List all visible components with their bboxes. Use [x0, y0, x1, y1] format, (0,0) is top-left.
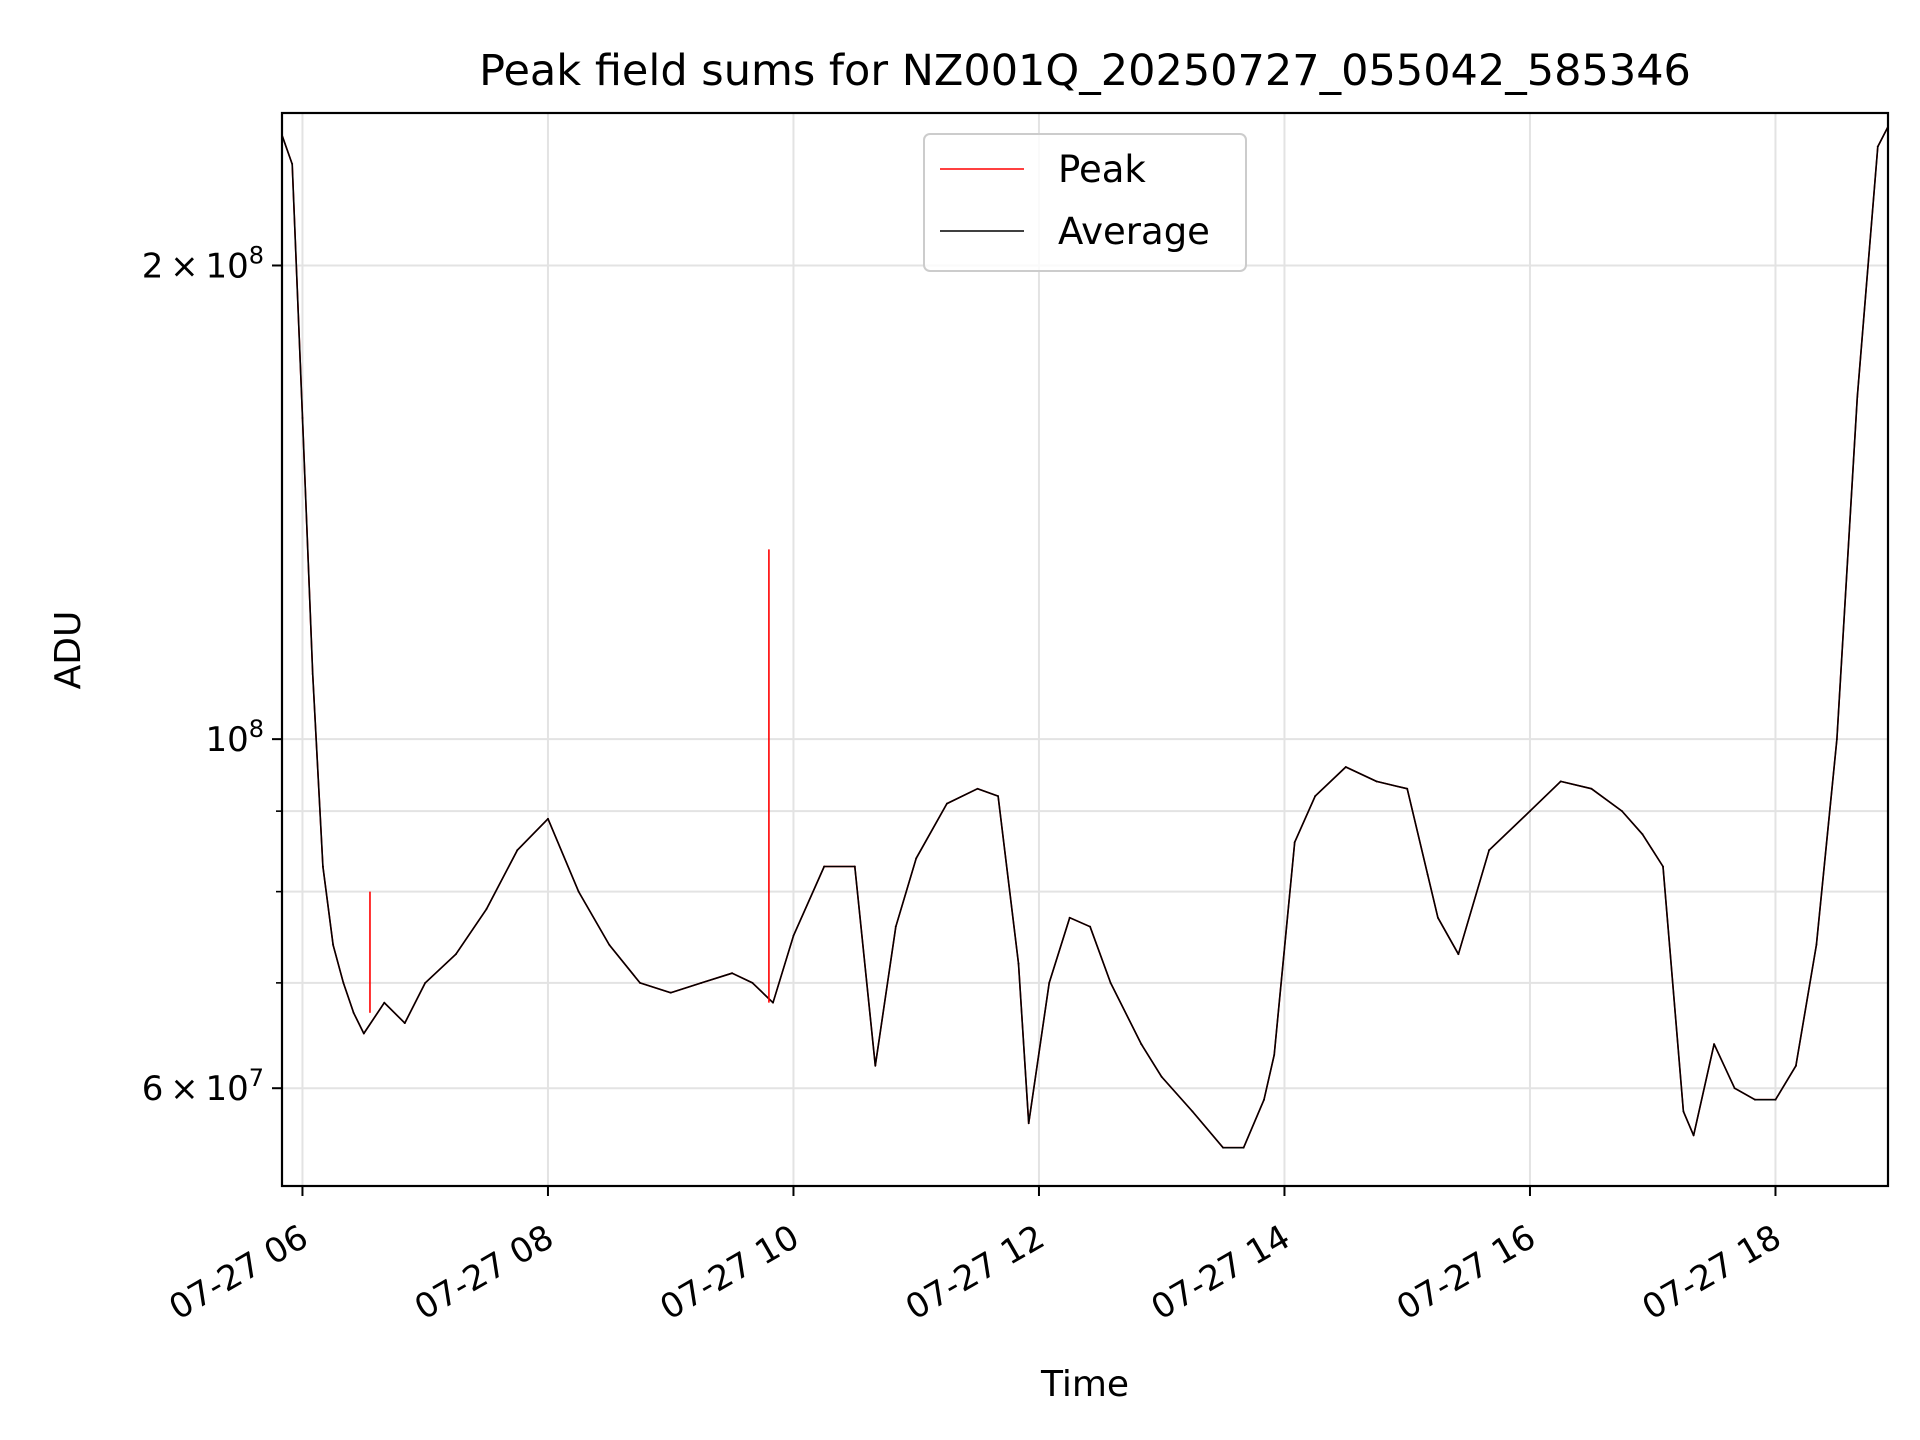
data-point-average [751, 981, 754, 984]
data-point-average [1273, 1053, 1276, 1056]
data-point-average [1621, 810, 1623, 813]
data-point-average [362, 1032, 365, 1035]
data-point-average [669, 991, 672, 994]
x-axis-title: Time [1040, 1364, 1129, 1405]
data-point-average [301, 417, 304, 419]
data-point-average [1027, 1122, 1030, 1125]
data-point-average [946, 802, 948, 805]
data-point-average [516, 849, 519, 852]
data-point-average [1774, 1098, 1777, 1101]
data-point-average [424, 981, 427, 984]
legend: Peak Average [923, 133, 1247, 272]
data-point-average [291, 163, 294, 165]
data-point-average [1682, 1110, 1685, 1113]
data-point-average [1876, 145, 1879, 148]
data-point-average [454, 953, 457, 956]
grid [282, 113, 1888, 1186]
data-point-average [1048, 981, 1051, 984]
data-point-average [1263, 1098, 1265, 1101]
y-axis-title: ADU [48, 611, 89, 690]
data-point-average [1559, 780, 1562, 783]
data-point-average [639, 981, 641, 984]
data-point-average [342, 981, 345, 984]
plot-frame [280, 111, 1890, 1188]
data-point-average [700, 981, 703, 984]
data-point-average [1344, 766, 1347, 768]
data-point-average [1437, 916, 1439, 919]
data-point-average [1590, 787, 1593, 790]
data-point-average [731, 972, 733, 975]
data-point-average [1835, 738, 1838, 741]
data-point-average [1160, 1076, 1163, 1078]
data-point-average [1488, 849, 1490, 852]
data-point-average [1529, 810, 1531, 813]
data-point-average [403, 1022, 406, 1024]
data-point-average [1713, 1043, 1716, 1046]
data-point-average [1293, 841, 1296, 844]
data-point-average [823, 865, 826, 868]
data-point-average [874, 1064, 877, 1067]
data-point-average [1406, 787, 1409, 790]
y-tick-label: 2 × 108 [142, 241, 264, 286]
data-point-average [1457, 953, 1460, 956]
data-point-average [577, 890, 580, 893]
data-point-average [1222, 1146, 1224, 1149]
data-point-average [1692, 1134, 1695, 1137]
data-point-average [1017, 962, 1020, 965]
legend-average-label: Average [1058, 210, 1210, 253]
data-point-average [997, 795, 999, 798]
data-point-average [1140, 1043, 1143, 1046]
legend-peak-label: Peak [1058, 148, 1146, 191]
y-tick-label: 108 [205, 715, 264, 760]
data-point-average [1375, 780, 1378, 783]
data-point-average [1068, 916, 1071, 919]
data-point-average [485, 908, 488, 910]
data-point-average [1314, 795, 1317, 798]
chart-title: Peak field sums for NZ001Q_20250727_0550… [479, 46, 1691, 96]
data-point-average [1089, 925, 1092, 928]
data-point-average [894, 925, 897, 928]
data-point-average [1856, 396, 1859, 398]
data-point-average [1795, 1064, 1797, 1067]
data-point-average [976, 787, 979, 790]
data-point-average [608, 944, 611, 946]
data-point-average [792, 934, 795, 937]
data-point-average [1641, 833, 1644, 836]
data-point-average [915, 857, 918, 860]
data-point-average [1815, 944, 1818, 946]
data-point-average [332, 944, 335, 946]
data-point-average [1242, 1146, 1245, 1149]
data-point-average [311, 673, 314, 675]
data-point-average [383, 1001, 386, 1004]
data-point-average [1426, 873, 1429, 876]
data-point-average [772, 1001, 774, 1004]
data-point-average [547, 817, 549, 820]
data-point-average [1191, 1110, 1194, 1113]
data-point-average [1754, 1098, 1756, 1101]
y-tick-label: 6 × 107 [142, 1064, 264, 1109]
data-point-average [1109, 981, 1112, 984]
data-point-average [1733, 1087, 1736, 1090]
data-point-average [853, 865, 856, 868]
data-point-average [322, 865, 324, 868]
data-point-average [1662, 865, 1664, 868]
data-point-average [352, 1011, 355, 1014]
